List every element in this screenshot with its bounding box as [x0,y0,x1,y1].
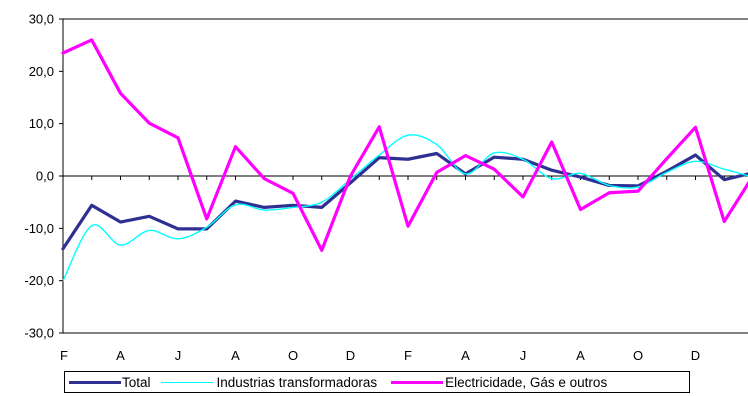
x-tick-label: A [461,348,470,363]
x-tick-label: D [691,348,700,363]
legend: Total Industrias transformadoras Electrici… [64,371,690,393]
x-axis-ticks: FAJAODFAJAODF [60,348,700,363]
y-tick-label: -10,0 [24,221,54,236]
x-tick-label: O [633,348,643,363]
x-tick-label: J [520,348,527,363]
x-tick-label: F [60,348,68,363]
line-chart: 30,0 20,0 10,0 0,0 -10,0 -20,0 -30,0 F A J A O D F A J… [24,12,748,363]
legend-item: Electricidade, Gás e outros [391,375,607,390]
x-tick-label: J [175,348,182,363]
y-tick-label: 0,0 [36,169,54,184]
y-axis-ticks: 30,0 20,0 10,0 0,0 -10,0 -20,0 -30,0 [24,12,63,341]
x-tick-label: A [231,348,240,363]
y-tick-label: -30,0 [24,326,54,341]
y-tick-label: 10,0 [29,116,54,131]
y-tick-label: 20,0 [29,64,54,79]
axes [62,18,748,334]
legend-item: Total [69,375,151,390]
legend-swatch [69,380,121,384]
y-tick-label: -20,0 [24,273,54,288]
legend-item: Industrias transformadoras [160,374,378,390]
legend-swatch [391,380,444,384]
x-tick-label: A [576,348,585,363]
series-line-industrias-transformadoras [62,134,748,282]
legend-label: Industrias transformadoras [216,374,378,390]
legend-label: Electricidade, Gás e outros [445,374,608,390]
series-line-electricidade-gas-outros [61,38,748,252]
series-layer [61,38,748,282]
x-tick-label: F [404,348,412,363]
series-line-total [61,151,748,251]
x-tick-label: A [116,348,125,363]
legend-label: Total [122,374,151,390]
x-tick-label: D [346,348,355,363]
y-tick-label: 30,0 [29,12,54,27]
legend-swatch [160,381,213,383]
x-tick-label: O [288,348,298,363]
